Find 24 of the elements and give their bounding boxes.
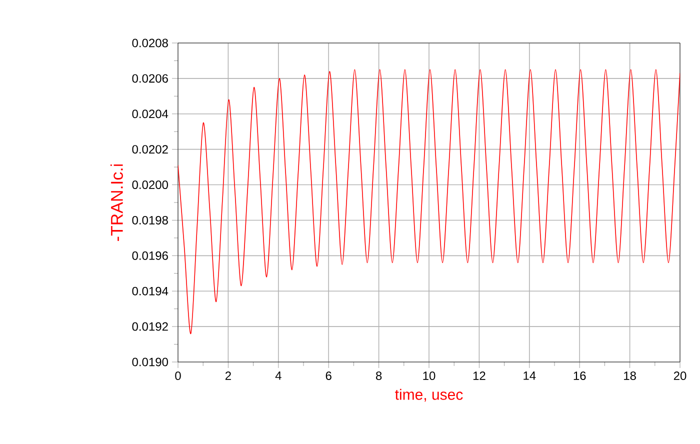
y-tick-label: 0.0190 bbox=[132, 358, 168, 366]
x-axis-title: time, usec bbox=[395, 388, 463, 402]
x-tick-label: 6 bbox=[326, 372, 332, 380]
x-tick-label: 8 bbox=[376, 372, 382, 380]
x-tick-label: 20 bbox=[674, 372, 686, 380]
y-tick-label: 0.0192 bbox=[132, 322, 168, 331]
line-series bbox=[178, 69, 680, 334]
y-tick-label: 0.0196 bbox=[132, 251, 168, 260]
x-tick-label: 16 bbox=[574, 372, 586, 380]
y-tick-label: 0.0206 bbox=[132, 74, 168, 83]
y-tick-label: 0.0194 bbox=[132, 286, 168, 296]
x-tick-label: 14 bbox=[524, 372, 536, 380]
y-tick-label: 0.0202 bbox=[132, 145, 168, 154]
x-tick-label: 10 bbox=[423, 372, 436, 380]
x-tick-label: 0 bbox=[175, 372, 181, 380]
x-tick-label: 4 bbox=[275, 372, 282, 380]
x-tick-label: 12 bbox=[473, 372, 486, 380]
y-tick-label: 0.0208 bbox=[132, 38, 168, 48]
y-tick-label: 0.0198 bbox=[132, 216, 168, 224]
y-tick-label: 0.0204 bbox=[132, 110, 168, 118]
x-tick-label: 2 bbox=[225, 372, 231, 380]
y-axis-title: -TRAN.Ic.i bbox=[110, 164, 123, 241]
x-tick-label: 18 bbox=[624, 372, 636, 380]
y-tick-label: 0.0200 bbox=[132, 180, 168, 190]
